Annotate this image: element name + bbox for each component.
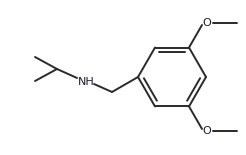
Text: NH: NH [78,77,94,87]
Text: O: O [203,126,211,136]
Text: O: O [203,18,211,28]
